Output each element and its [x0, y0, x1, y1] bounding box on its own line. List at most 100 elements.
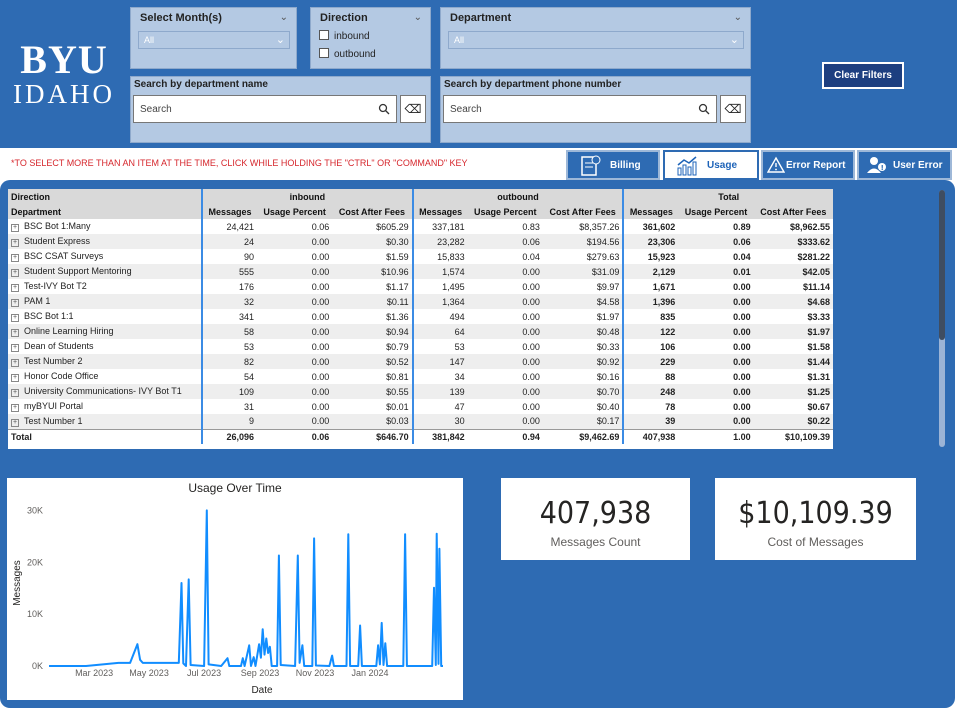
matrix-row[interactable]: + Student Support Mentoring 555 0.00 $10.96 1… [8, 264, 833, 279]
month-slicer-title: Select Month(s) [140, 12, 222, 24]
matrix-cell: $333.62 [753, 234, 833, 249]
clear-filters-button[interactable]: Clear Filters [822, 62, 904, 89]
matrix-column-header[interactable]: Cost After Fees [332, 204, 413, 219]
matrix-cell: 0.00 [467, 264, 543, 279]
matrix-cell: 122 [622, 324, 679, 339]
matrix-cell: 9 [201, 414, 257, 429]
expand-icon[interactable]: + [11, 404, 19, 412]
matrix-row[interactable]: + Honor Code Office 54 0.00 $0.81 34 0.00 $0.16… [8, 369, 833, 384]
tab-error-report[interactable]: Error Report [761, 150, 855, 180]
direction-option-outbound[interactable]: outbound [319, 48, 376, 60]
matrix-cell: 0.00 [311, 341, 330, 352]
matrix-cell: $0.17 [542, 414, 624, 429]
matrix-row[interactable]: + BSC Bot 1:Many 24,421 0.06 $605.29 337,181 0… [8, 219, 833, 234]
matrix-row[interactable]: + Online Learning Hiring 58 0.00 $0.94 64 0.00… [8, 324, 833, 339]
eraser-icon[interactable]: ⌫ [720, 95, 746, 123]
expand-icon[interactable]: + [11, 299, 19, 307]
matrix-cell: 88 [622, 369, 679, 384]
matrix-cell: 82 [201, 354, 257, 369]
matrix-column-header[interactable]: Cost After Fees [753, 204, 833, 219]
matrix-cell: $0.81 [386, 371, 409, 382]
matrix-row[interactable]: + University Communications- IVY Bot T1 10… [8, 384, 833, 399]
matrix-cell: 53 [411, 339, 468, 354]
checkbox-icon [319, 30, 329, 40]
expand-icon[interactable]: + [11, 314, 19, 322]
expand-icon[interactable]: + [11, 329, 19, 337]
matrix-column-header[interactable]: Messages [411, 204, 468, 219]
matrix-row[interactable]: + myBYUI Portal 31 0.00 $0.01 47 0.00 $0.40 78 0.… [8, 399, 833, 414]
matrix-row[interactable]: + BSC Bot 1:1 341 0.00 $1.36 494 0.00 $1.97 835 0… [8, 309, 833, 324]
chevron-down-icon: ⌄ [275, 34, 285, 46]
matrix-row-label: Total [8, 428, 202, 444]
matrix-cell: 147 [411, 354, 468, 369]
matrix-cell: 381,842 [411, 428, 468, 444]
matrix-cell: $646.70 [332, 428, 413, 444]
expand-icon[interactable]: + [11, 374, 19, 382]
matrix-cell: 78 [622, 399, 679, 414]
month-dropdown[interactable]: All ⌄ [138, 31, 290, 49]
messages-count-card: 407,938 Messages Count [501, 478, 690, 560]
matrix-column-header[interactable]: Usage Percent [467, 204, 543, 219]
tab-billing-label: Billing [610, 160, 641, 171]
expand-icon[interactable]: + [11, 359, 19, 367]
matrix-row[interactable]: + Test Number 1 9 0.00 $0.03 30 0.00 $0.17 39 0.0… [8, 414, 833, 429]
tab-error-report-label: Error Report [786, 160, 846, 171]
matrix-cell: $0.11 [332, 294, 413, 309]
matrix-cell: $0.55 [332, 384, 413, 399]
matrix-row[interactable]: + Test-IVY Bot T2 176 0.00 $1.17 1,495 0.00 $9.… [8, 279, 833, 294]
expand-icon[interactable]: + [11, 418, 19, 427]
cost-of-messages-caption: Cost of Messages [767, 535, 864, 549]
expand-icon[interactable]: + [11, 344, 19, 352]
scrollbar-thumb[interactable] [939, 190, 945, 340]
matrix-row[interactable]: + Test Number 2 82 0.00 $0.52 147 0.00 $0.92 229… [8, 354, 833, 369]
matrix-row-label: + BSC Bot 1:Many [8, 219, 202, 234]
expand-icon[interactable]: + [11, 254, 19, 262]
tab-billing[interactable]: Billing [566, 150, 660, 180]
chevron-down-icon[interactable]: ⌄ [733, 12, 742, 23]
matrix-cell: 0.00 [522, 401, 540, 412]
matrix-cell: $605.29 [376, 221, 409, 232]
matrix-cell: 0.06 [256, 428, 333, 444]
expand-icon[interactable]: + [11, 269, 19, 277]
matrix-row[interactable]: + Dean of Students 53 0.00 $0.79 53 0.00 $0.33 1… [8, 339, 833, 354]
matrix-cell: $0.30 [332, 234, 413, 249]
tab-user-error[interactable]: ! User Error [857, 150, 952, 180]
matrix-column-header[interactable]: Usage Percent [678, 204, 754, 219]
matrix-row[interactable]: + PAM 1 32 0.00 $0.11 1,364 0.00 $4.58 1,396 0.00… [8, 294, 833, 309]
chevron-down-icon[interactable]: ⌄ [279, 12, 288, 23]
matrix-total-row[interactable]: Total 26,096 0.06 $646.70 381,842 0.94 $9,462.… [8, 428, 833, 444]
direction-option-label: inbound [334, 31, 370, 42]
matrix-cell: 0.00 [522, 311, 540, 322]
y-tick-label: 20K [27, 557, 43, 567]
matrix-column-header[interactable]: Messages [201, 204, 257, 219]
eraser-icon[interactable]: ⌫ [400, 95, 426, 123]
department-name: Test Number 2 [24, 356, 83, 366]
matrix-scrollbar[interactable] [939, 190, 945, 447]
usage-matrix-table: Direction inbound outbound Total Departm… [8, 189, 833, 444]
chevron-down-icon[interactable]: ⌄ [413, 12, 422, 23]
direction-option-inbound[interactable]: inbound [319, 30, 370, 42]
matrix-column-header[interactable]: Cost After Fees [542, 204, 624, 219]
search-name-input[interactable]: Search [133, 95, 397, 123]
search-phone-input[interactable]: Search [443, 95, 717, 123]
department-name: BSC Bot 1:Many [24, 221, 91, 231]
matrix-column-header[interactable]: Messages [622, 204, 679, 219]
matrix-row-label: + Student Support Mentoring [8, 264, 202, 279]
usage-chart-icon [677, 156, 697, 176]
matrix-row-label: + BSC Bot 1:1 [8, 309, 202, 324]
matrix-row[interactable]: + BSC CSAT Surveys 90 0.00 $1.59 15,833 0.04 $2… [8, 249, 833, 264]
expand-icon[interactable]: + [11, 224, 19, 232]
matrix-cell: 23,282 [411, 234, 468, 249]
matrix-cell: $8,962.55 [789, 221, 830, 232]
tab-usage[interactable]: Usage [663, 150, 759, 180]
matrix-cell: $1.31 [807, 371, 830, 382]
expand-icon[interactable]: + [11, 389, 19, 397]
department-dropdown[interactable]: All ⌄ [448, 31, 744, 49]
matrix-row-label: + Online Learning Hiring [8, 324, 202, 339]
matrix-column-header[interactable]: Usage Percent [256, 204, 333, 219]
expand-icon[interactable]: + [11, 239, 19, 247]
matrix-row[interactable]: + Student Express 24 0.00 $0.30 23,282 0.06 $19… [8, 234, 833, 249]
expand-icon[interactable]: + [11, 284, 19, 292]
matrix-row-label: + myBYUI Portal [8, 399, 202, 414]
matrix-row-label: + Test Number 1 [8, 414, 202, 429]
